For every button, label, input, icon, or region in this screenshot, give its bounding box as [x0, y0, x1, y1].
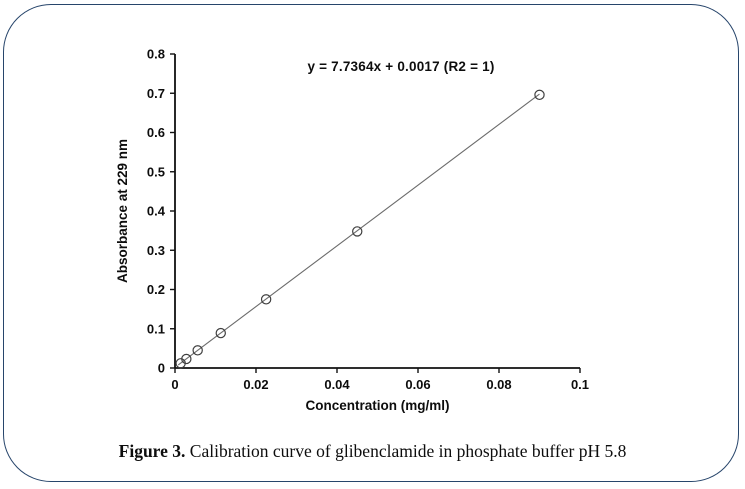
figure-panel-border [3, 4, 739, 482]
trendline-equation: y = 7.7364x + 0.0017 (R2 = 1) [307, 59, 494, 74]
data-point [215, 327, 226, 339]
y-axis-tick-label: 0.3 [147, 243, 165, 258]
data-point [260, 294, 272, 305]
y-axis-tick-label: 0.6 [147, 125, 165, 140]
x-axis-tick-label: 0.1 [571, 377, 589, 392]
y-axis-tick-label: 0.7 [147, 86, 165, 101]
x-axis-tick-label: 0 [171, 377, 178, 392]
y-axis-tick-label: 0.2 [147, 282, 165, 297]
x-axis-title: Concentration (mg/ml) [306, 398, 450, 413]
trendline [177, 93, 540, 366]
figure-caption-text: Calibration curve of glibenclamide in ph… [185, 441, 627, 461]
y-axis-tick-label: 0.5 [147, 164, 165, 179]
x-axis-tick-label: 0.08 [486, 377, 511, 392]
data-point [534, 89, 545, 101]
y-axis-tick-label: 0 [158, 361, 165, 376]
y-axis-tick-label: 0.4 [147, 204, 166, 219]
data-point [192, 345, 203, 356]
y-axis-title: Absorbance at 229 nm [115, 139, 130, 283]
y-axis-tick-label: 0.8 [147, 47, 165, 62]
x-axis-tick-label: 0.06 [405, 377, 430, 392]
figure-caption: Figure 3. Calibration curve of glibencla… [0, 441, 745, 462]
figure-caption-label: Figure 3. [118, 441, 186, 461]
data-point [181, 353, 192, 365]
x-axis-tick-label: 0.04 [324, 377, 350, 392]
data-point [352, 226, 363, 237]
y-axis-tick-label: 0.1 [147, 321, 165, 336]
x-axis-tick-label: 0.02 [243, 377, 268, 392]
